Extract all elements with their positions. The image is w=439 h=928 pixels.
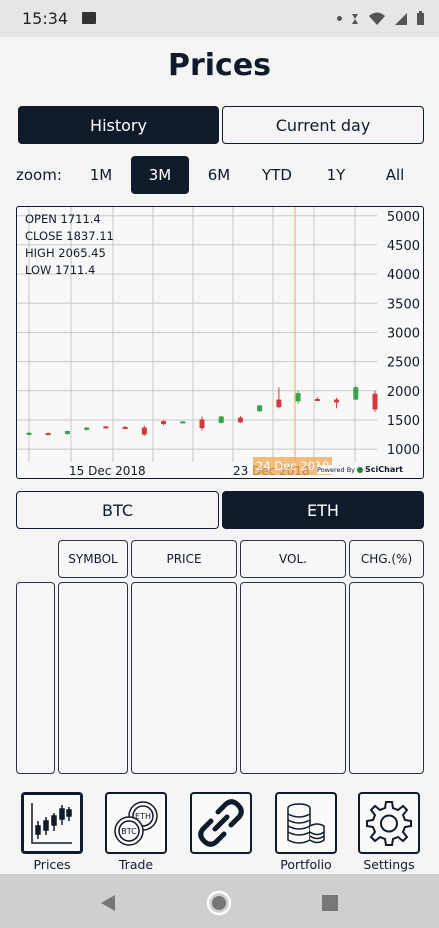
candle-body[interactable] bbox=[103, 426, 109, 429]
zoom-6m-button[interactable]: 6M bbox=[207, 166, 231, 184]
ohlc-readout: OPEN 1711.4 CLOSE 1837.11 HIGH 2065.45 L… bbox=[25, 211, 114, 279]
notification-dot-icon bbox=[337, 16, 342, 21]
y-tick-label: 2500 bbox=[387, 356, 420, 371]
tab-btc[interactable]: BTC bbox=[16, 491, 219, 529]
table-column-index bbox=[16, 582, 55, 774]
y-tick-label: 5000 bbox=[387, 210, 420, 225]
status-icons bbox=[337, 11, 425, 26]
back-icon[interactable] bbox=[98, 893, 118, 913]
header-vol[interactable]: VOL. bbox=[240, 540, 346, 578]
nav-trade-button[interactable]: ETH BTC bbox=[105, 792, 167, 854]
candle-body[interactable] bbox=[161, 421, 167, 425]
powered-by-badge: Powered By SciChart bbox=[317, 465, 403, 474]
nav-trade-label: Trade bbox=[118, 857, 154, 872]
nav-prices-label: Prices bbox=[33, 857, 71, 872]
zoom-all-button[interactable]: All bbox=[385, 166, 405, 184]
zoom-1y-button[interactable]: 1Y bbox=[326, 166, 346, 184]
ohlc-close: CLOSE 1837.11 bbox=[25, 229, 114, 243]
price-chart[interactable]: 5000 4500 4000 3500 3000 2500 2000 1500 1000 OPE… bbox=[16, 206, 424, 479]
table-column-symbol bbox=[58, 582, 128, 774]
nav-portfolio-button[interactable] bbox=[275, 792, 337, 854]
candle-body[interactable] bbox=[199, 419, 205, 429]
system-navigation-bar bbox=[0, 874, 439, 928]
y-tick-label: 3500 bbox=[387, 297, 420, 312]
zoom-label: zoom: bbox=[16, 166, 62, 184]
candle-body[interactable] bbox=[276, 399, 282, 408]
status-bar: 15:34 bbox=[0, 0, 439, 37]
tab-eth[interactable]: ETH bbox=[222, 491, 424, 529]
wifi-icon bbox=[369, 12, 385, 25]
scichart-brand: SciChart bbox=[365, 465, 403, 474]
status-time: 15:34 bbox=[22, 9, 69, 28]
candle-body[interactable] bbox=[122, 426, 128, 429]
candle-body[interactable] bbox=[218, 416, 224, 423]
ohlc-open: OPEN 1711.4 bbox=[25, 212, 101, 226]
candle-body[interactable] bbox=[353, 387, 359, 400]
candlestick-chart-svg[interactable]: 5000 4500 4000 3500 3000 2500 2000 1500 1000 bbox=[17, 207, 422, 477]
y-tick-label: 4000 bbox=[387, 268, 420, 283]
y-tick-label: 4500 bbox=[387, 239, 420, 254]
zoom-ytd-button[interactable]: YTD bbox=[262, 166, 292, 184]
header-chg[interactable]: CHG.(%) bbox=[349, 540, 424, 578]
recents-icon[interactable] bbox=[320, 893, 340, 913]
candle-body[interactable] bbox=[295, 393, 301, 402]
y-tick-label: 1000 bbox=[387, 443, 420, 458]
signal-icon bbox=[395, 12, 407, 25]
data-arrows-icon bbox=[352, 13, 358, 24]
candle-body[interactable] bbox=[84, 427, 90, 430]
tab-history[interactable]: History bbox=[18, 106, 219, 144]
nav-settings-label: Settings bbox=[363, 857, 415, 872]
nav-prices-button[interactable] bbox=[21, 792, 83, 854]
home-icon[interactable] bbox=[205, 889, 233, 917]
candle-body[interactable] bbox=[45, 433, 51, 436]
nav-settings-button[interactable] bbox=[358, 792, 420, 854]
y-tick-label: 2000 bbox=[387, 385, 420, 400]
btc-eth-coins-icon: ETH BTC bbox=[114, 801, 158, 846]
link-icon bbox=[198, 799, 244, 847]
header-symbol[interactable]: SYMBOL bbox=[58, 540, 128, 578]
tab-current-day[interactable]: Current day bbox=[222, 106, 424, 144]
coin-stack-icon bbox=[287, 803, 325, 844]
candle-body[interactable] bbox=[372, 393, 378, 410]
candle-body[interactable] bbox=[141, 427, 147, 435]
table-column-chg bbox=[349, 582, 424, 774]
cursor-date-label: 24 Dec 2018 bbox=[253, 457, 333, 475]
scichart-logo-icon bbox=[357, 466, 364, 473]
nav-link-button[interactable] bbox=[190, 792, 252, 854]
ohlc-low: LOW 1711.4 bbox=[25, 263, 96, 277]
header-price[interactable]: PRICE bbox=[131, 540, 237, 578]
table-column-price bbox=[131, 582, 237, 774]
battery-icon bbox=[417, 11, 424, 25]
candlestick-icon bbox=[31, 803, 72, 844]
table-column-vol bbox=[240, 582, 346, 774]
candle-body[interactable] bbox=[180, 421, 186, 424]
zoom-3m-button[interactable]: 3M bbox=[131, 156, 189, 194]
candle-body[interactable] bbox=[26, 432, 32, 435]
y-tick-label: 1500 bbox=[387, 414, 420, 429]
svg-text:BTC: BTC bbox=[121, 827, 137, 836]
candle-body[interactable] bbox=[64, 431, 70, 434]
zoom-1m-button[interactable]: 1M bbox=[89, 166, 113, 184]
candle-body[interactable] bbox=[314, 398, 320, 401]
nav-portfolio-label: Portfolio bbox=[280, 857, 332, 872]
image-notification-icon bbox=[82, 12, 96, 24]
page-title: Prices bbox=[167, 48, 272, 83]
ohlc-high: HIGH 2065.45 bbox=[25, 246, 106, 260]
y-tick-label: 3000 bbox=[387, 326, 420, 341]
candle-body[interactable] bbox=[257, 405, 263, 412]
candle-body[interactable] bbox=[237, 417, 243, 423]
candle-body[interactable] bbox=[334, 399, 340, 403]
gear-icon bbox=[366, 801, 412, 846]
powered-by-text: Powered By bbox=[317, 465, 356, 474]
svg-text:ETH: ETH bbox=[135, 812, 151, 821]
x-label-15-dec: 15 Dec 2018 bbox=[69, 464, 146, 478]
